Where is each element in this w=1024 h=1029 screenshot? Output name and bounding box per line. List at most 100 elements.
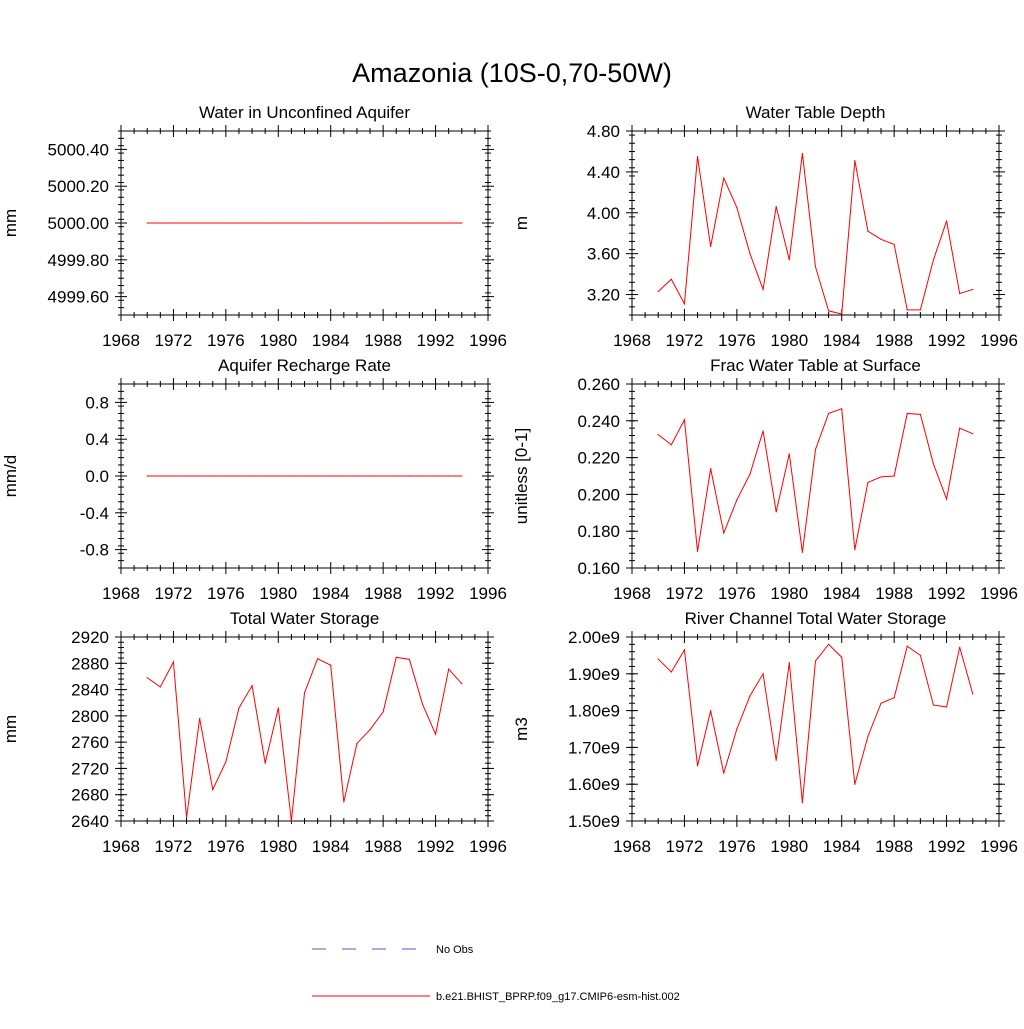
data-point	[343, 222, 345, 224]
data-point	[959, 292, 961, 295]
data-point	[277, 222, 279, 224]
panel-6: River Channel Total Water Storage m3 1968 1…	[512, 609, 1018, 856]
data-point	[199, 475, 201, 477]
y-tick-label: 1.70e9	[568, 738, 620, 757]
panel-title: Water in Unconfined Aquifer	[199, 103, 410, 122]
x-tick-label: 1968	[613, 584, 651, 603]
x-tick-label: 1988	[364, 331, 402, 350]
data-point	[159, 686, 161, 688]
x-tick-label: 1992	[417, 837, 455, 856]
legend-obs-label: No Obs	[436, 944, 474, 956]
data-point	[356, 475, 358, 477]
data-point	[775, 759, 777, 761]
panel-2: Water Table Depth m 1968 1972 1976 1980 1984 19…	[512, 103, 1018, 350]
x-tick-label: 1976	[207, 584, 245, 603]
y-axis-label: unitless [0-1]	[512, 428, 531, 524]
data-point	[251, 685, 253, 687]
y-tick-label: 4.00	[587, 204, 620, 223]
data-point	[880, 702, 882, 704]
data-point	[867, 230, 869, 232]
y-tick-label: 4.40	[587, 163, 620, 182]
data-point	[919, 654, 921, 657]
x-tick-label: 1984	[823, 837, 861, 856]
data-point	[159, 475, 161, 477]
data-point	[657, 434, 659, 436]
data-point	[919, 413, 921, 415]
y-tick-label: 2.00e9	[568, 628, 620, 647]
data-point	[762, 288, 764, 291]
data-point	[369, 475, 371, 477]
data-point	[172, 661, 175, 663]
data-point	[356, 742, 358, 745]
data-point	[893, 475, 895, 477]
y-tick-label: 2720	[71, 759, 109, 778]
data-point	[867, 735, 869, 737]
data-point	[736, 499, 738, 501]
data-point	[421, 222, 424, 224]
data-point	[906, 645, 908, 647]
data-point	[893, 243, 895, 246]
data-point	[264, 222, 266, 224]
data-point	[146, 677, 148, 679]
x-tick-label: 1976	[207, 331, 245, 350]
data-point	[841, 656, 843, 658]
series-line-1	[657, 643, 974, 803]
x-tick-label: 1984	[823, 331, 861, 350]
x-tick-label: 1972	[666, 584, 704, 603]
data-point	[172, 475, 175, 477]
x-tick-label: 1988	[875, 331, 913, 350]
data-point	[893, 697, 895, 699]
data-point	[303, 222, 306, 224]
data-point	[277, 707, 279, 709]
data-point	[290, 222, 292, 224]
panel-4: Frac Water Table at Surface unitless [0-1…	[512, 356, 1018, 603]
data-point	[749, 253, 751, 255]
x-tick-label: 1984	[312, 584, 350, 603]
data-point	[683, 649, 686, 651]
data-point	[408, 475, 410, 477]
x-tick-label: 1980	[259, 584, 297, 603]
data-point	[854, 549, 856, 551]
data-point	[657, 290, 659, 293]
y-tick-label: 0.260	[577, 375, 620, 394]
data-point	[146, 222, 148, 224]
data-point	[303, 692, 306, 694]
data-point	[749, 695, 751, 697]
y-tick-label: 2800	[71, 707, 109, 726]
data-point	[775, 206, 777, 208]
y-tick-label: 2920	[71, 628, 109, 647]
data-point	[814, 660, 817, 662]
y-tick-label: 1.90e9	[568, 665, 620, 684]
data-point	[814, 448, 817, 450]
data-point	[710, 245, 712, 248]
plot-frame	[631, 130, 1000, 316]
data-point	[251, 222, 253, 224]
data-point	[434, 222, 437, 224]
y-tick-label: 3.60	[587, 245, 620, 264]
data-point	[225, 222, 227, 224]
data-point	[801, 802, 803, 804]
x-tick-label: 1988	[875, 584, 913, 603]
data-point	[199, 717, 201, 720]
x-tick-label: 1976	[718, 584, 756, 603]
data-point	[736, 728, 738, 730]
y-axis-label: m3	[512, 717, 531, 741]
data-point	[945, 220, 948, 222]
data-point	[408, 658, 410, 660]
y-tick-label: 4999.60	[48, 288, 109, 307]
data-point	[788, 662, 790, 664]
data-point	[972, 693, 974, 695]
x-tick-label: 1996	[469, 331, 507, 350]
y-tick-label: 5000.40	[48, 140, 109, 159]
y-tick-label: 5000.00	[48, 214, 109, 233]
y-tick-label: 0.8	[85, 393, 109, 412]
x-tick-label: 1992	[928, 584, 966, 603]
panel-3: Aquifer Recharge Rate mm/d 1968 1972 1976 198…	[1, 356, 507, 603]
x-tick-label: 1980	[259, 837, 297, 856]
panel-5: Total Water Storage mm 1968 1972 1976 1980 198…	[1, 609, 507, 856]
y-tick-label: 2880	[71, 654, 109, 673]
data-point	[657, 658, 659, 660]
panel-title: River Channel Total Water Storage	[685, 609, 947, 628]
x-tick-label: 1988	[875, 837, 913, 856]
